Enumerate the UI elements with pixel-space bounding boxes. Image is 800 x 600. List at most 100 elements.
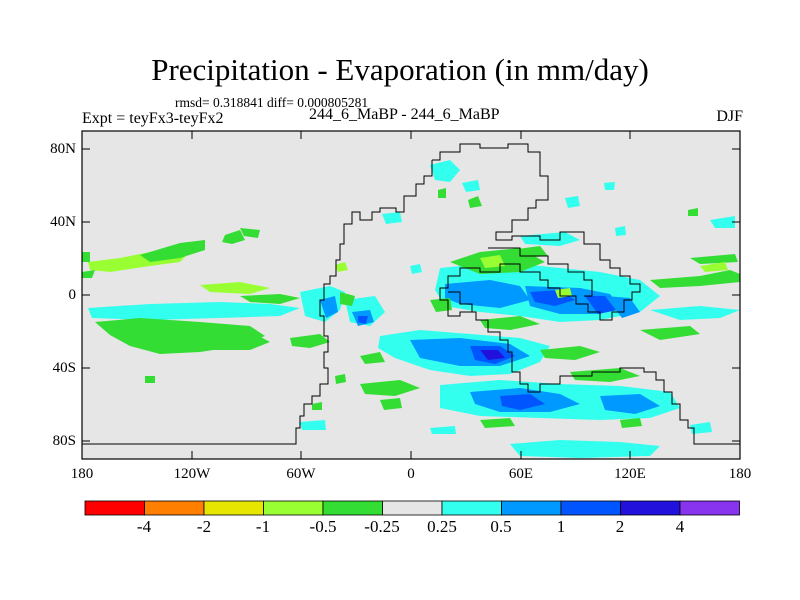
field-patch [312,402,322,410]
field-patch [468,196,482,208]
field-patch [240,294,300,304]
field-patch [200,334,270,350]
colorbar-label: -2 [196,517,212,536]
field-patch [88,302,300,320]
field-patch [380,398,402,410]
field-patch [445,280,530,308]
lon-label: 60W [286,466,316,482]
coastlines [82,143,740,445]
field-patch [430,298,452,312]
colorbar-swatch [144,500,205,516]
colorbar-swatch [679,500,740,516]
colorbar-label: 0.5 [490,517,512,536]
field-patch [222,230,245,244]
colorbar-swatch [620,500,681,516]
field-patch [700,262,728,272]
colorbar-swatch [501,500,562,516]
colorbar-swatch [263,500,324,516]
season-label: DJF [716,108,743,125]
field-patch [360,352,385,364]
lat-label: 40S [52,360,76,376]
map-panel [81,130,741,460]
lon-label: 60E [508,466,534,482]
field-patches [82,160,740,458]
lon-label: 180 [728,466,752,482]
field-patch [690,422,712,434]
field-patch [82,270,95,278]
continent-outline [82,160,433,445]
field-patch [290,334,330,348]
field-patch [570,368,640,382]
field-patch [410,264,422,274]
field-patch [358,316,368,324]
field-patch [480,350,505,360]
lat-label: 80N [50,141,76,157]
field-patch [480,418,515,428]
field-patch [200,282,270,294]
continent-outline [448,291,473,312]
colorbar-swatch [560,500,621,516]
field-patch [605,296,640,318]
field-patch [240,228,260,238]
field-patch [650,306,740,320]
field-patch [430,426,456,434]
colorbar-label: 1 [556,517,566,536]
field-patch [500,394,545,410]
field-patch [430,160,460,182]
field-patch [300,420,326,430]
field-patch [650,270,740,288]
field-patch [335,262,348,272]
field-patch [340,292,355,306]
lat-label: 0 [68,287,77,303]
lon-label: 0 [407,466,415,482]
field-patch [438,188,446,198]
colorbar-swatch [84,500,145,516]
colorbar-label: -4 [136,517,152,536]
experiment-label: Expt = teyFx3-teyFx2 [82,110,224,127]
field-patch [600,394,660,414]
field-patch [565,196,580,208]
colorbar-label: -0.5 [309,517,337,536]
field-patch [82,252,90,262]
field-patch [640,326,700,340]
field-patch [462,180,480,192]
continent-outline [432,143,740,445]
center-subtitle: 244_6_MaBP - 244_6_MaBP [309,106,500,123]
colorbar-swatch [441,500,502,516]
map-title: Precipitation - Evaporation (in mm/day) [151,52,649,87]
field-patch [145,376,155,383]
field-patch [335,374,346,384]
field-patch [510,440,660,458]
field-patch [690,254,738,264]
field-patch [615,226,626,236]
lat-label: 40N [50,214,76,230]
continent-outline [488,247,593,297]
colorbar-label: 0.25 [427,517,457,536]
field-patch [480,316,540,330]
field-patch [360,380,420,396]
field-patch [320,296,338,318]
colorbar-label: 4 [675,517,685,536]
colorbar-label: 2 [615,517,625,536]
colorbar-label: -1 [255,517,271,536]
colorbar-swatch [322,500,383,516]
colorbar [84,500,740,516]
field-patch [480,255,505,268]
field-patch [540,346,600,360]
field-patch [604,182,615,190]
field-patch [620,418,642,428]
colorbar-swatch [203,500,264,516]
rmsd-diff-stats: rmsd= 0.318841 diff= 0.000805281 [175,95,369,110]
field-patch [140,240,205,262]
colorbar-label: -0.25 [364,517,400,536]
colorbar-swatch [382,500,443,516]
axis-ticks [81,131,741,459]
lon-label: 120W [173,466,211,482]
field-patch [382,212,402,224]
lon-label: 180 [70,466,94,482]
field-patch [688,208,698,216]
lat-label: 80S [52,433,76,449]
lon-label: 120E [614,466,646,482]
field-patch [710,216,735,228]
